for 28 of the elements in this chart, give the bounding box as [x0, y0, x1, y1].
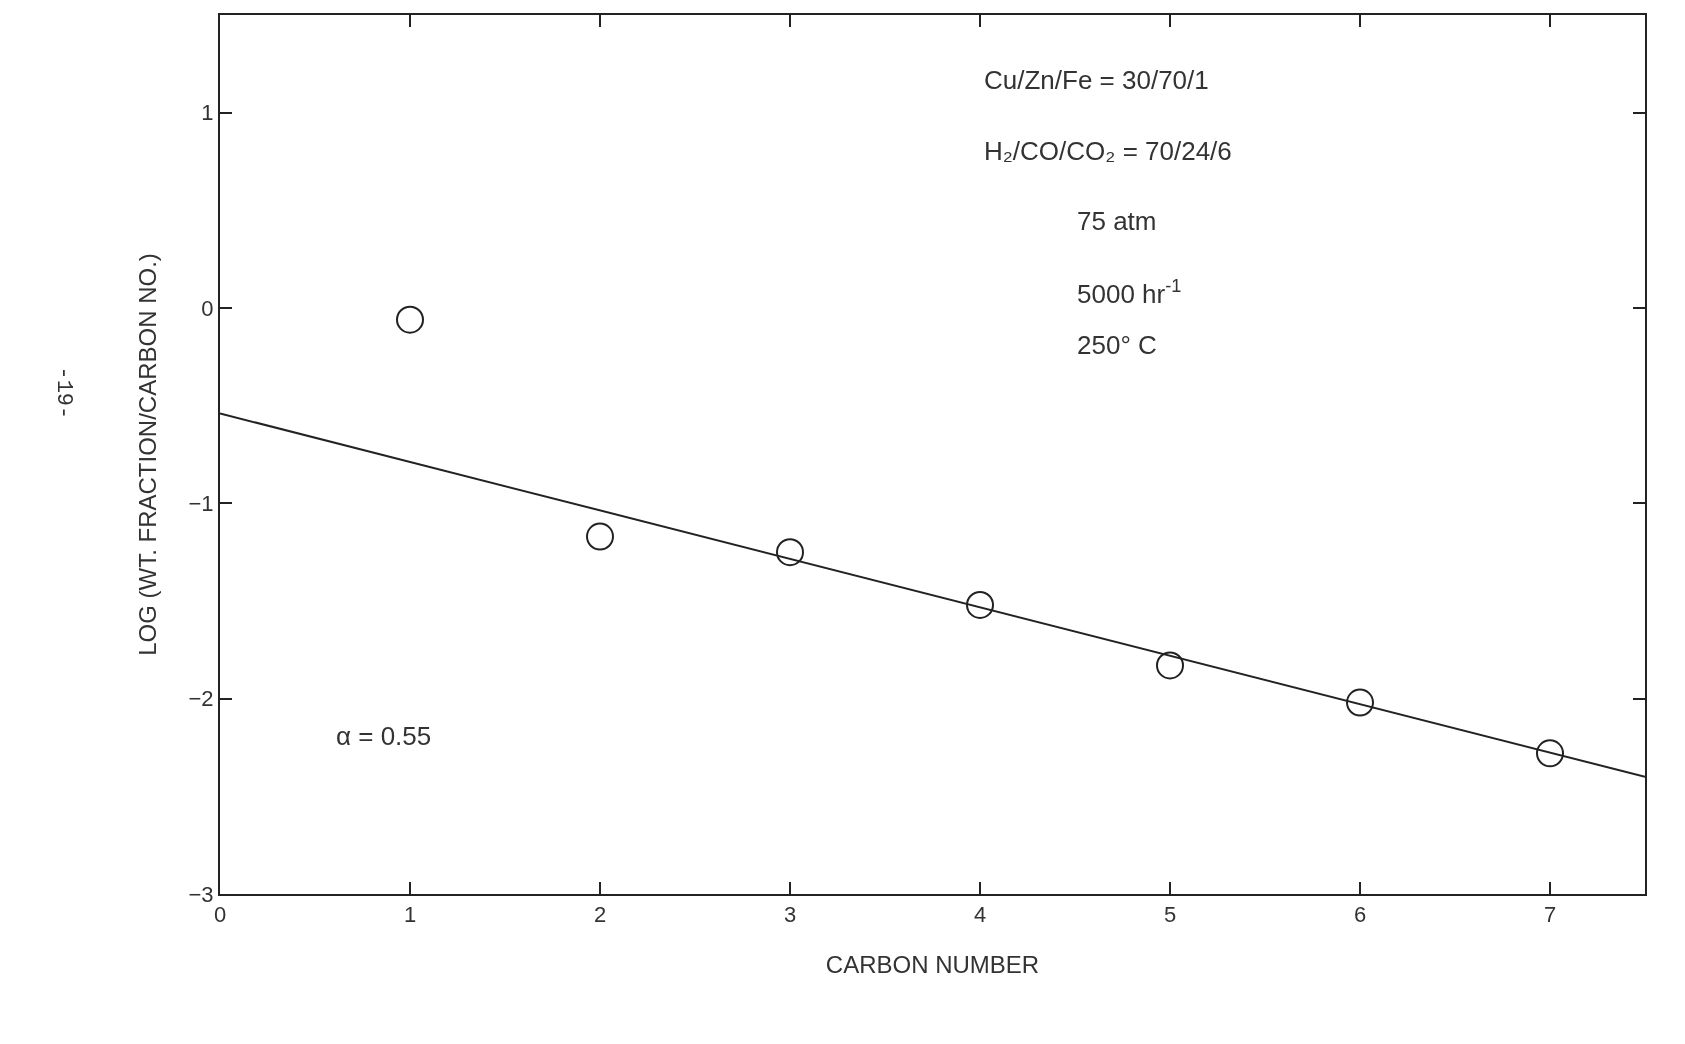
x-tick-label: 2 [593, 902, 607, 928]
annotation: Cu/Zn/Fe = 30/70/1 [984, 65, 1209, 95]
point [396, 305, 424, 334]
point [1536, 739, 1564, 768]
x-tick-label: 3 [783, 902, 797, 928]
point [1346, 688, 1374, 717]
point [776, 538, 804, 567]
x-tick-label: 4 [973, 902, 987, 928]
y-tick-label: 0 [201, 295, 214, 321]
x-tick-label: 6 [1353, 902, 1367, 928]
point [586, 522, 614, 551]
point [1156, 651, 1184, 680]
y-tick-label: −3 [188, 881, 214, 907]
x-axis-title: CARBON NUMBER [825, 951, 1040, 979]
annotation: 75 atm [1077, 206, 1157, 236]
x-tick-label: 5 [1163, 902, 1177, 928]
annotation: 5000 hr$^{-1}$ [1077, 276, 1182, 309]
y-tick-label: −1 [188, 491, 214, 517]
x-tick-label: 7 [1543, 902, 1557, 928]
annotation: 250° C [1077, 330, 1157, 360]
annotation: H₂/CO/CO₂ = 70/24/6 [984, 136, 1232, 166]
text: -19- [51, 366, 77, 420]
y-axis-title: LOG (WT. FRACTION/CARBON NO.) [134, 253, 162, 656]
annotation: α = 0.55 [336, 721, 432, 751]
point [966, 590, 994, 619]
x-tick-label: 1 [403, 902, 417, 928]
y-tick-label: −2 [188, 686, 214, 712]
y-tick-label: 1 [201, 100, 214, 126]
